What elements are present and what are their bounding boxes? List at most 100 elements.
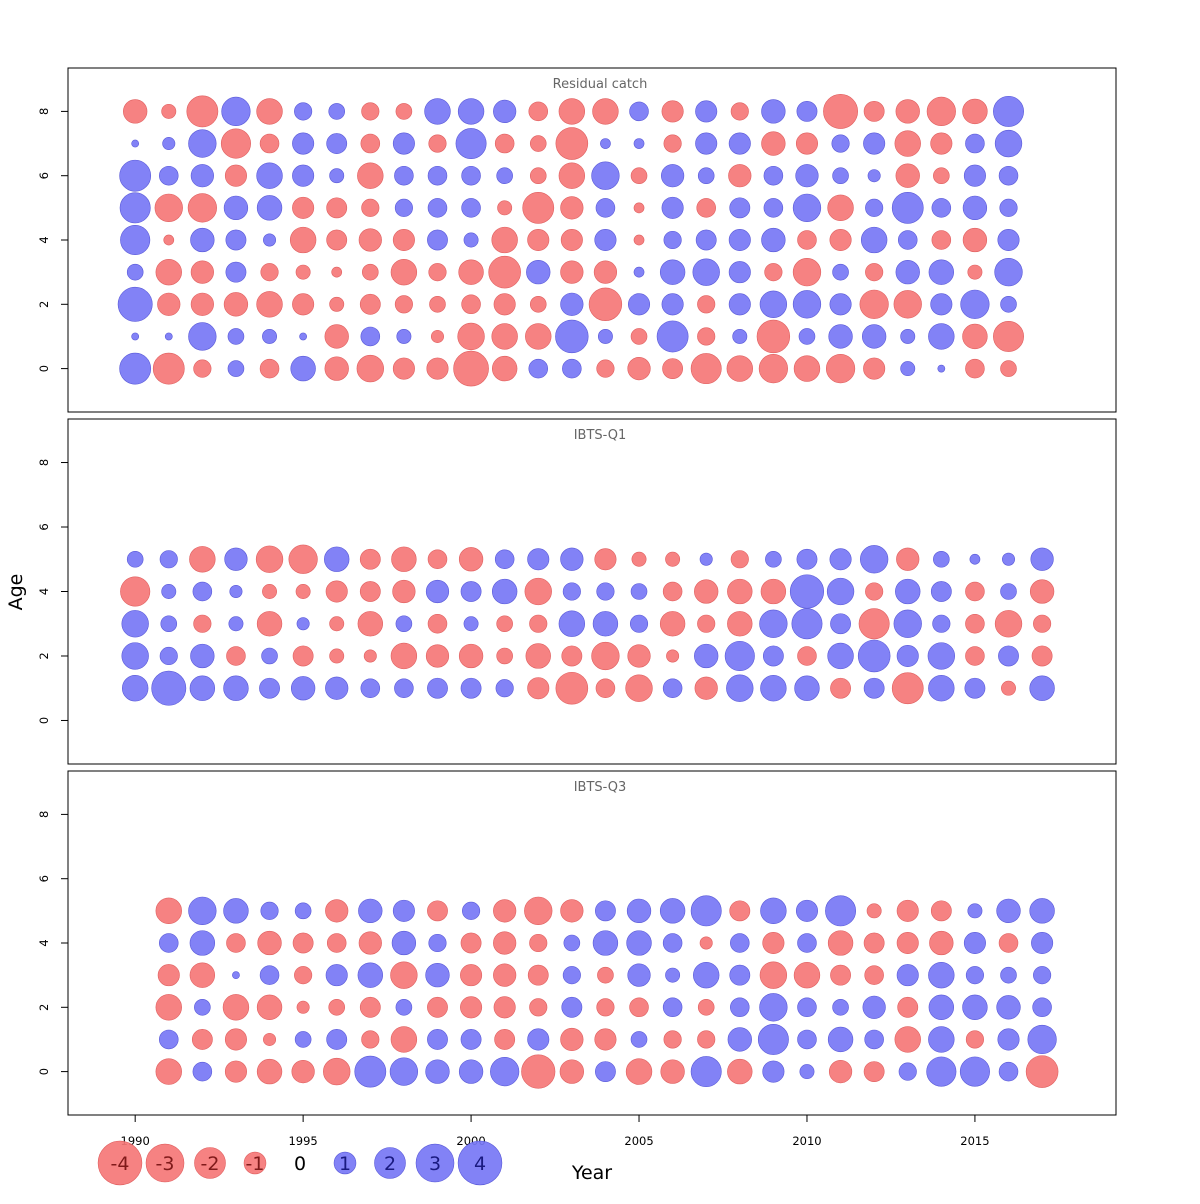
data-bubble: [893, 609, 922, 638]
data-bubble: [760, 578, 787, 605]
data-bubble: [360, 133, 381, 154]
data-bubble: [827, 930, 854, 956]
data-bubble: [1001, 680, 1016, 696]
data-bubble: [857, 639, 891, 673]
data-bubble: [591, 161, 620, 190]
data-bubble: [151, 670, 187, 706]
y-tick-label: 2: [37, 1004, 51, 1011]
data-bubble: [226, 646, 246, 666]
data-bubble: [962, 227, 988, 253]
data-bubble: [256, 98, 283, 125]
data-bubble: [595, 1061, 616, 1083]
data-bubble: [761, 131, 786, 156]
data-bubble: [993, 95, 1024, 127]
data-bubble: [491, 226, 518, 254]
data-bubble: [592, 98, 619, 125]
data-bubble: [521, 1054, 556, 1089]
data-bubble: [662, 933, 683, 953]
data-bubble: [428, 134, 447, 153]
y-tick-label: 8: [37, 811, 51, 818]
data-bubble: [789, 574, 825, 609]
data-bubble: [257, 930, 282, 956]
data-bubble: [395, 615, 413, 633]
data-bubble: [662, 678, 683, 698]
data-bubble: [394, 165, 414, 186]
data-bubble: [1029, 675, 1055, 701]
data-bubble: [825, 354, 856, 384]
data-bubble: [896, 547, 920, 571]
data-bubble: [292, 932, 314, 954]
data-bubble: [699, 552, 713, 566]
legend-bubble: [97, 1140, 143, 1186]
data-bubble: [392, 357, 415, 380]
data-bubble: [628, 293, 651, 316]
data-bubble: [662, 358, 684, 380]
data-bubble: [629, 101, 649, 122]
data-bubble: [429, 296, 446, 313]
data-bubble: [965, 358, 985, 379]
data-bubble: [154, 193, 183, 222]
data-bubble: [294, 966, 313, 985]
data-bubble: [862, 324, 887, 349]
data-bubble: [157, 292, 181, 316]
y-tick-label: 2: [37, 652, 51, 659]
data-bubble: [361, 102, 380, 121]
data-bubble: [299, 332, 308, 341]
data-bubble: [588, 287, 623, 321]
data-bubble: [695, 132, 718, 155]
data-bubble: [328, 103, 346, 120]
data-bubble: [863, 932, 885, 954]
data-bubble: [190, 292, 214, 316]
data-bubble: [555, 319, 589, 354]
data-bubble: [292, 164, 315, 187]
data-bubble: [928, 259, 955, 285]
data-bubble: [192, 581, 213, 602]
data-bubble: [326, 1029, 348, 1050]
data-bubble: [491, 323, 518, 350]
data-bubble: [895, 578, 921, 605]
data-bubble: [190, 260, 214, 284]
data-bubble: [633, 234, 645, 246]
data-bubble: [194, 999, 211, 1016]
data-bubble: [494, 549, 515, 570]
data-bubble: [930, 581, 952, 602]
data-bubble: [865, 198, 884, 217]
data-bubble: [562, 966, 581, 985]
data-bubble: [863, 132, 886, 155]
data-bubble: [359, 581, 381, 602]
data-bubble: [223, 195, 249, 221]
data-bubble: [453, 350, 489, 387]
data-bubble: [1025, 1055, 1059, 1088]
data-bubble: [759, 609, 788, 638]
legend-bubble: [145, 1143, 185, 1183]
data-bubble: [859, 289, 889, 319]
data-bubble: [594, 548, 617, 571]
data-bubble: [797, 1029, 817, 1050]
data-bubble: [558, 162, 586, 189]
data-bubble: [695, 100, 718, 123]
data-bubble: [527, 228, 550, 252]
data-bubble: [424, 98, 451, 125]
data-bubble: [697, 167, 715, 184]
data-bubble: [659, 898, 686, 924]
y-tick-label: 0: [37, 1068, 51, 1075]
data-bubble: [728, 293, 751, 316]
data-bubble: [121, 642, 149, 670]
data-bubble: [594, 228, 617, 252]
data-bubble: [527, 548, 550, 571]
data-bubble: [359, 996, 381, 1018]
data-bubble: [996, 898, 1021, 924]
data-bubble: [260, 263, 279, 282]
data-bubble: [229, 585, 243, 598]
data-bubble: [729, 964, 751, 986]
data-bubble: [1029, 898, 1055, 924]
data-bubble: [996, 995, 1021, 1020]
data-bubble: [493, 931, 517, 955]
data-bubble: [260, 901, 279, 920]
data-bubble: [965, 613, 985, 634]
data-bubble: [730, 933, 750, 953]
data-bubble: [666, 649, 680, 663]
data-bubble: [362, 263, 379, 281]
data-bubble: [394, 295, 413, 314]
